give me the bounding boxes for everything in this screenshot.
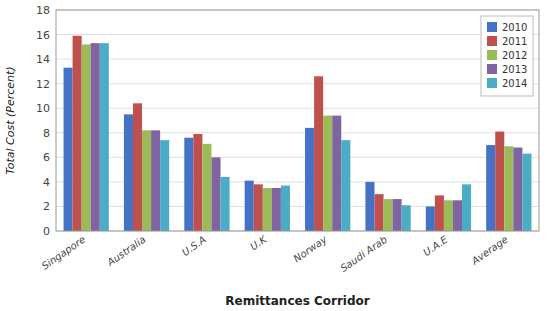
legend-label: 2011 — [502, 36, 527, 47]
bar — [323, 116, 332, 231]
plot-frame — [56, 10, 539, 231]
chart: 0 2 4 6 8 10 12 14 16 18 Singapore Australia U.S.A U.… — [0, 0, 549, 311]
y-tick-label: 4 — [43, 176, 50, 189]
bar — [495, 132, 504, 231]
x-tick-label: Saudi Arab — [338, 234, 389, 274]
grid-line — [56, 59, 539, 60]
y-tick-label: 18 — [36, 4, 50, 17]
legend-label: 2013 — [502, 64, 527, 75]
bar — [486, 145, 495, 231]
grid-line — [56, 83, 539, 84]
chart-container: 0 2 4 6 8 10 12 14 16 18 Singapore Australia U.S.A U.… — [0, 0, 549, 311]
bar — [133, 103, 142, 231]
bar — [193, 134, 202, 231]
x-tick-label: U.A.E — [421, 233, 450, 258]
bar — [124, 114, 133, 231]
bar — [504, 146, 513, 231]
bar — [522, 154, 531, 231]
bar — [221, 177, 230, 231]
grid — [56, 10, 539, 231]
y-tick-label: 6 — [43, 151, 50, 164]
bar — [332, 116, 341, 231]
bar — [100, 43, 109, 231]
bar — [305, 128, 314, 231]
legend-swatch — [487, 36, 497, 46]
grid-line — [56, 34, 539, 35]
bar — [64, 68, 73, 231]
y-tick-label: 0 — [43, 225, 50, 238]
legend-swatch — [487, 64, 497, 74]
legend-swatch — [487, 50, 497, 60]
bar — [160, 140, 169, 231]
x-axis-label: Remittances Corridor — [225, 294, 370, 308]
bar — [435, 195, 444, 231]
bar — [341, 140, 350, 231]
bar — [184, 138, 193, 231]
x-tick-label: Norway — [291, 233, 329, 264]
bar — [245, 181, 254, 231]
legend-box — [481, 16, 533, 96]
x-tick-label: Average — [469, 234, 510, 267]
y-tick-label: 8 — [43, 127, 50, 140]
bar — [151, 130, 160, 231]
y-tick-label: 16 — [36, 29, 50, 42]
legend: 2010 2011 2012 2013 2014 — [481, 16, 533, 96]
legend-swatch — [487, 78, 497, 88]
bar — [444, 200, 453, 231]
bar — [393, 199, 402, 231]
y-tick-label: 14 — [36, 53, 50, 66]
bar — [453, 200, 462, 231]
bar — [254, 184, 263, 231]
bar — [211, 157, 220, 231]
y-axis-label: Total Cost (Percent) — [4, 66, 17, 174]
bars — [64, 36, 532, 231]
y-tick-label: 10 — [36, 102, 50, 115]
bar — [82, 44, 91, 231]
bar — [374, 194, 383, 231]
bar — [142, 130, 151, 231]
legend-label: 2012 — [502, 50, 527, 61]
x-tick-label: U.K — [248, 233, 269, 253]
y-tick-label: 2 — [43, 200, 50, 213]
legend-swatch — [487, 22, 497, 32]
bar — [314, 76, 323, 231]
bar — [272, 188, 281, 231]
bar — [513, 148, 522, 231]
x-tick-label: Singapore — [40, 234, 88, 272]
bar — [263, 188, 272, 231]
bar — [365, 182, 374, 231]
x-tick-label: Australia — [104, 234, 147, 269]
y-tick-label: 12 — [36, 78, 50, 91]
bar — [384, 199, 393, 231]
bar — [281, 186, 290, 231]
grid-line — [56, 108, 539, 109]
legend-label: 2014 — [502, 78, 527, 89]
bar — [402, 205, 411, 231]
bar — [462, 184, 471, 231]
x-tick-label: U.S.A — [180, 234, 208, 259]
bar — [91, 43, 100, 231]
bar — [426, 206, 435, 231]
legend-label: 2010 — [502, 22, 527, 33]
bar — [73, 36, 82, 231]
bar — [202, 144, 211, 231]
